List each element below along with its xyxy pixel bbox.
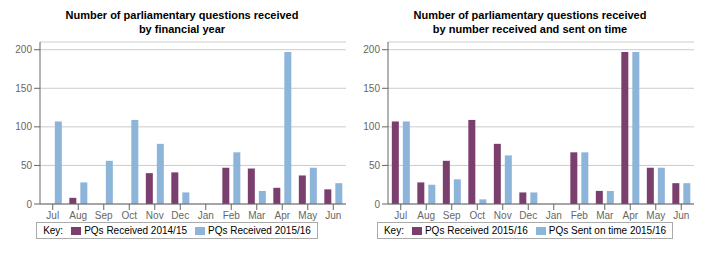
- html-text:by financial year: by financial year: [138, 23, 226, 35]
- svg-text:Apr: Apr: [274, 210, 290, 221]
- svg-text:Jul: Jul: [46, 210, 59, 221]
- html-text:PQs Sent on time 2015/16: PQs Sent on time 2015/16: [548, 225, 667, 236]
- svg-text:May: May: [646, 210, 665, 221]
- svg-text:0: 0: [374, 199, 380, 210]
- html-text:Number of parliamentary questi: Number of parliamentary questions receiv…: [65, 9, 299, 21]
- svg-text:0: 0: [26, 199, 32, 210]
- svg-text:Nov: Nov: [494, 210, 512, 221]
- svg-text:150: 150: [363, 83, 380, 94]
- svg-text:Oct: Oct: [469, 210, 485, 221]
- html-text:Key:: Key:: [383, 225, 404, 236]
- svg-text:Apr: Apr: [622, 210, 638, 221]
- html-text:Key:: Key:: [43, 225, 64, 236]
- svg-text:200: 200: [15, 44, 32, 55]
- svg-text:100: 100: [363, 121, 380, 132]
- svg-text:50: 50: [21, 160, 33, 171]
- svg-text:Jan: Jan: [546, 210, 562, 221]
- svg-text:Dec: Dec: [171, 210, 189, 221]
- html-text:PQs Received 2015/16: PQs Received 2015/16: [208, 225, 311, 236]
- svg-text:Jan: Jan: [198, 210, 214, 221]
- svg-text:Oct: Oct: [121, 210, 137, 221]
- svg-text:Aug: Aug: [417, 210, 435, 221]
- svg-text:Sep: Sep: [95, 210, 113, 221]
- svg-text:Aug: Aug: [69, 210, 87, 221]
- svg-text:Jun: Jun: [325, 210, 341, 221]
- svg-text:May: May: [298, 210, 317, 221]
- html-text:PQs Received 2015/16: PQs Received 2015/16: [424, 225, 528, 236]
- svg-text:Sep: Sep: [443, 210, 461, 221]
- svg-text:200: 200: [363, 44, 380, 55]
- svg-text:Feb: Feb: [571, 210, 589, 221]
- svg-text:Mar: Mar: [596, 210, 614, 221]
- svg-text:100: 100: [15, 121, 32, 132]
- svg-text:Nov: Nov: [146, 210, 164, 221]
- html-text:by number received and sent on: by number received and sent on time: [432, 23, 628, 35]
- svg-text:Mar: Mar: [248, 210, 266, 221]
- html-text:PQs Received 2014/15: PQs Received 2014/15: [84, 225, 187, 236]
- svg-text:Jul: Jul: [394, 210, 407, 221]
- html-text:Number of parliamentary questi: Number of parliamentary questions receiv…: [413, 9, 647, 21]
- svg-text:Feb: Feb: [223, 210, 241, 221]
- svg-text:50: 50: [369, 160, 381, 171]
- svg-text:Dec: Dec: [519, 210, 537, 221]
- svg-text:150: 150: [15, 83, 32, 94]
- svg-text:Jun: Jun: [673, 210, 689, 221]
